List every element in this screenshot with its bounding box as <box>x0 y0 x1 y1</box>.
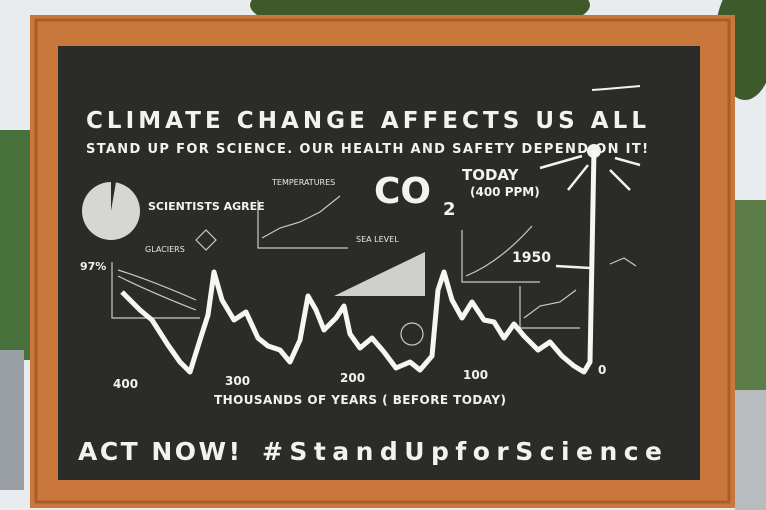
molecule-doodle <box>195 229 637 267</box>
graph-doodle <box>461 225 540 283</box>
scientists-agree: SCIENTISTS AGREE <box>148 200 265 213</box>
sea-level-label: SEA LEVEL <box>356 235 399 244</box>
circle-doodle <box>400 322 424 346</box>
hashtag: #StandUpforScience <box>262 437 662 466</box>
co2-subscript: 2 <box>443 199 456 220</box>
axis-tick: 200 <box>340 371 365 385</box>
subtitle: STAND UP FOR SCIENCE. OUR HEALTH AND SAF… <box>86 142 648 157</box>
axis-tick: 300 <box>225 374 250 388</box>
act-now: ACT NOW! <box>78 437 240 466</box>
glaciers-label: GLACIERS <box>145 245 185 254</box>
pie-slice <box>111 181 116 211</box>
axis-tick: 100 <box>463 368 488 382</box>
underline <box>591 85 641 91</box>
tree <box>0 130 30 360</box>
road <box>735 390 766 510</box>
year-1950: 1950 <box>512 250 551 266</box>
temperatures-label: TEMPERATURES <box>271 178 335 187</box>
frame-edge <box>34 18 731 504</box>
glacier-doodle <box>111 262 200 319</box>
percent: 97% <box>80 260 106 273</box>
chalk-arrows <box>539 154 641 270</box>
axis-label: THOUSANDS OF YEARS ( BEFORE TODAY) <box>214 393 506 407</box>
sea-level-doodle <box>334 252 425 296</box>
co2: CO <box>374 171 431 212</box>
today: TODAY <box>462 166 520 184</box>
ppm: (400 PPM) <box>470 185 540 199</box>
axis-tick: 0 <box>598 363 606 377</box>
co2-curve <box>120 149 597 375</box>
car <box>0 350 24 490</box>
axis-tick: 400 <box>113 377 138 391</box>
temperature-doodle <box>257 195 348 249</box>
